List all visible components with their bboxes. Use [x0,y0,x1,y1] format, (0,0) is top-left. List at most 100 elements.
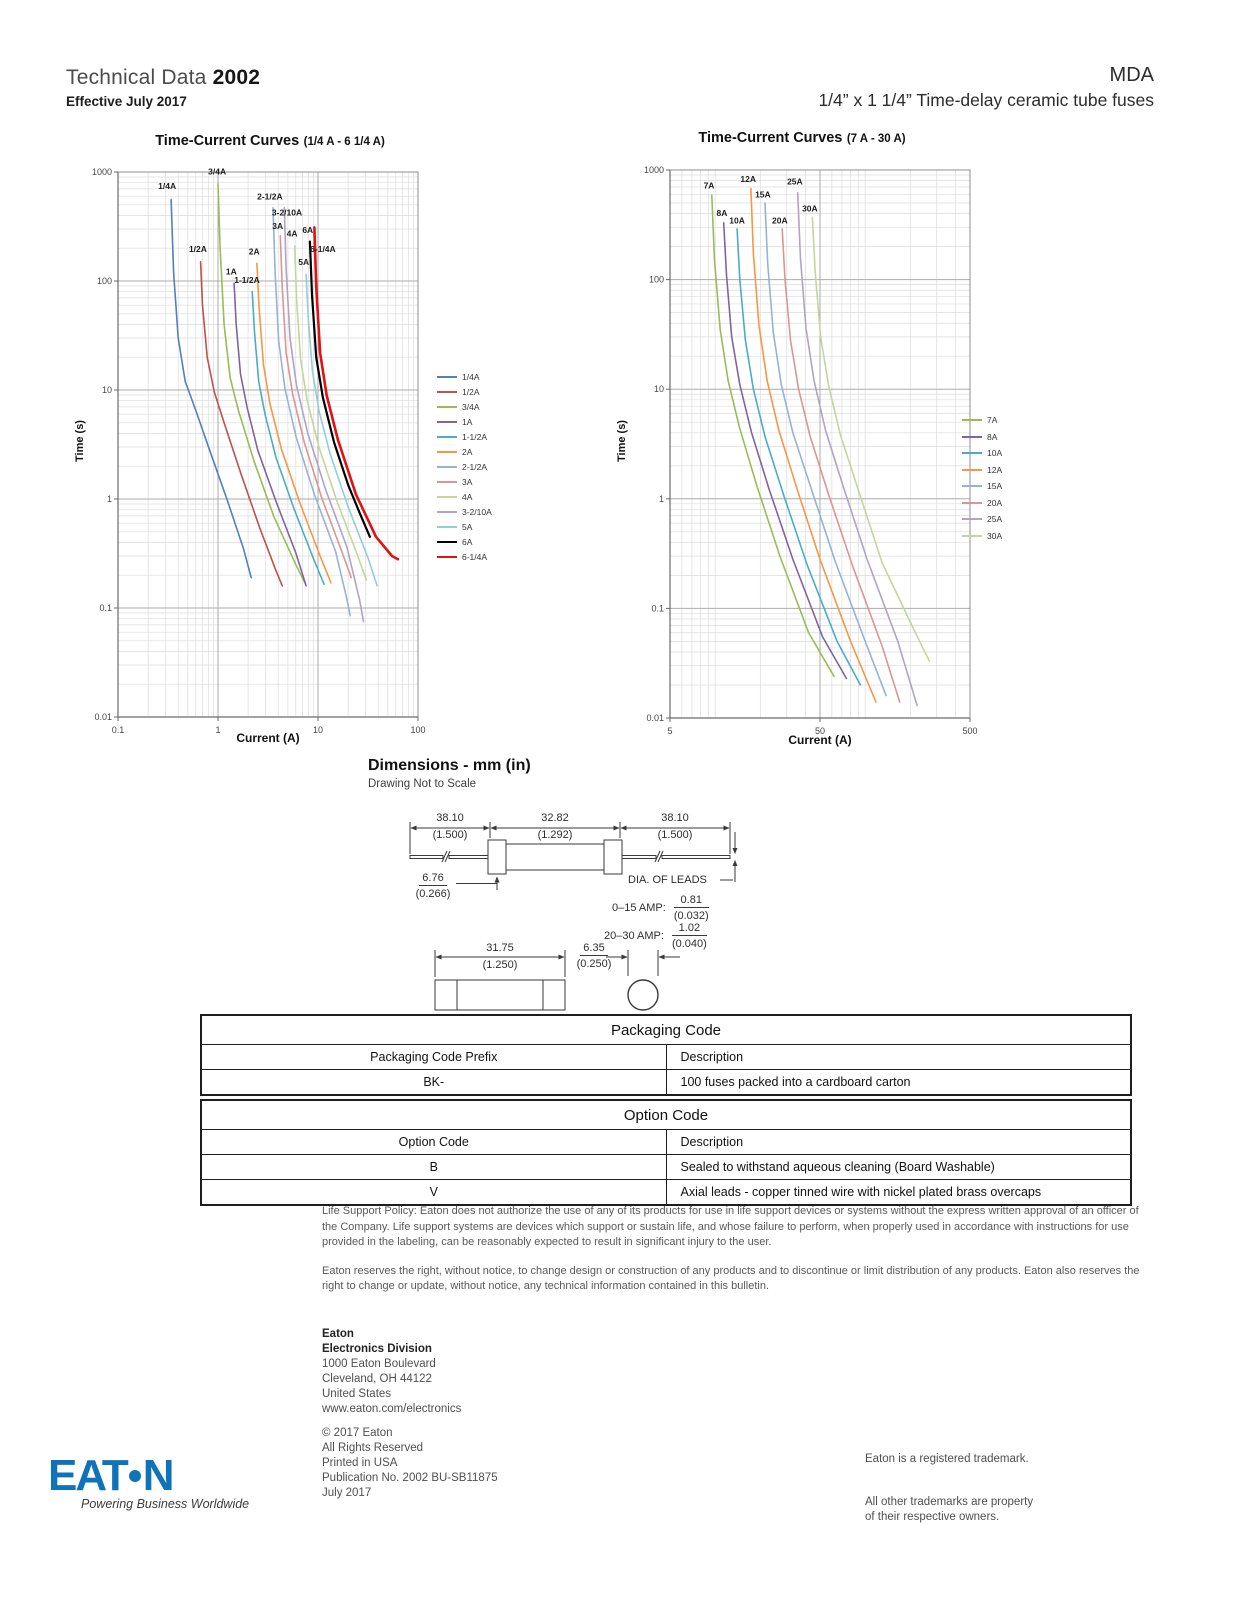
website-url: www.eaton.com/electronics [322,1403,462,1415]
legend-label: 5A [462,522,473,532]
svg-text:2A: 2A [249,247,260,257]
svg-text:10: 10 [654,384,664,394]
svg-text:15A: 15A [755,190,771,200]
legend-swatch [437,436,457,438]
legend-item: 3-2/10A [437,507,492,517]
logo-tagline: Powering Business Worldwide [81,1497,250,1511]
street-address: 1000 Eaton Boulevard [322,1358,436,1370]
svg-text:4A: 4A [287,229,298,239]
svg-text:0.1: 0.1 [112,725,125,735]
dim-body-diameter: 6.76 (0.266) [415,872,451,900]
product-series: MDA [1109,64,1154,86]
legend-swatch [962,419,982,421]
legend-item: 1/4A [437,372,492,382]
svg-text:3/4A: 3/4A [208,166,226,176]
header-left: Technical Data 2002 Effective July 2017 [66,66,260,109]
option-code-table: Option Code Option Code Description B Se… [200,1099,1132,1206]
fuse-outline-drawing [409,822,738,1011]
chart-2-title: Time-Current Curves (7 A - 30 A) [632,129,972,147]
legend-swatch [962,485,982,487]
legend-item: 12A [962,465,1002,475]
svg-text:500: 500 [962,726,977,736]
rights-line: All Rights Reserved [322,1442,423,1454]
legend-swatch [962,501,982,504]
svg-text:1: 1 [215,725,220,735]
legend-swatch [437,511,457,513]
chart-2-legend: 7A 8A 10A 12A 15A 20A 25A 30A [962,415,1002,547]
legend-swatch [437,466,457,468]
legend-item: 30A [962,531,1002,541]
eaton-logo-o-dot [128,1470,141,1483]
svg-text:50: 50 [815,726,825,736]
table-row: BK- 100 fuses packed into a cardboard ca… [201,1069,1131,1095]
dia-of-leads-label: DIA. OF LEADS [628,874,707,886]
legend-swatch [437,541,457,543]
legend-item: 10A [962,448,1002,458]
option-header-description: Description [666,1129,1131,1155]
legend-item: 5A [437,522,492,532]
packaging-header-prefix: Packaging Code Prefix [201,1044,667,1070]
legend-label: 2-1/2A [462,462,488,472]
legend-item: 7A [962,415,1002,425]
option-code-cell: V [201,1179,667,1205]
dimensions-header: Dimensions - mm (in) Drawing Not to Scal… [368,757,531,790]
svg-text:0.1: 0.1 [651,603,664,613]
chart-2-x-axis-label: Current (A) [788,733,852,747]
copyright-block: © 2017 Eaton All Rights Reserved Printed… [322,1426,498,1501]
legend-label: 25A [987,514,1003,524]
legend-label: 30A [987,530,1003,541]
doc-number: 2002 [212,66,261,89]
doc-effective-date: Effective July 2017 [66,94,187,109]
city-state-zip: Cleveland, OH 44122 [322,1373,432,1385]
legend-item: 6-1/4A [437,552,492,562]
chart-1-x-axis-label: Current (A) [236,731,300,745]
legend-item: 8A [962,432,1002,442]
legend-label: 10A [987,448,1003,458]
other-trademarks-note: All other trademarks are property of the… [865,1496,1034,1523]
svg-text:1-1/2A: 1-1/2A [234,275,260,285]
legend-item: 1-1/2A [437,432,492,442]
table-row: V Axial leads - copper tinned wire with … [201,1179,1131,1205]
legend-label: 15A [987,481,1003,491]
legend-label: 6A [462,537,473,547]
legend-label: 6-1/4A [462,552,488,562]
svg-text:1A: 1A [226,266,237,276]
copyright-line: © 2017 Eaton [322,1427,393,1439]
dim-ceramic-body-length: 31.75 (1.250) [482,942,518,971]
legend-swatch [962,452,982,454]
legend-label: 20A [987,497,1003,508]
packaging-description-cell: 100 fuses packed into a cardboard carton [680,1075,911,1089]
legend-item: 2A [437,447,492,457]
rights-reservation: Eaton reserves the right, without notice… [322,1264,1140,1293]
legend-item: 1/2A [437,387,492,397]
svg-text:1/4A: 1/4A [158,181,176,191]
svg-text:1000: 1000 [644,165,664,175]
dim-lead-length-right: 38.10 (1.500) [657,812,693,841]
svg-text:1: 1 [659,494,664,504]
country: United States [322,1388,392,1400]
svg-text:8A: 8A [717,208,728,218]
dimensions-title: Dimensions - mm (in) [368,757,531,774]
header-right: MDA 1/4” x 1 1/4” Time-delay ceramic tub… [818,64,1154,111]
svg-text:10: 10 [102,385,112,395]
packaging-header-description: Description [666,1044,1131,1070]
legend-item: 2-1/2A [437,462,492,472]
publication-number: Publication No. 2002 BU-SB11875 [322,1472,498,1484]
legend-item: 15A [962,481,1002,491]
lead-dia-0-15amp: 0–15 AMP: 0.81 (0.032) [612,894,709,922]
option-description-cell: Sealed to withstand aqueous cleaning (Bo… [666,1154,1131,1180]
svg-text:12A: 12A [740,174,756,184]
chart-1-range: (1/4 A - 6 1/4 A) [303,136,385,148]
legend-label: 1-1/2A [462,432,488,442]
legend-item: 3/4A [437,402,492,412]
legend-item: 1A [437,417,492,427]
legend-label: 3A [462,477,473,487]
svg-text:5: 5 [667,726,672,736]
svg-text:100: 100 [649,275,664,285]
legend-item: 4A [437,492,492,502]
eaton-wordmark: EAT N [48,1451,175,1500]
packaging-table-title: Packaging Code [201,1015,1131,1045]
legend-swatch [962,518,982,520]
